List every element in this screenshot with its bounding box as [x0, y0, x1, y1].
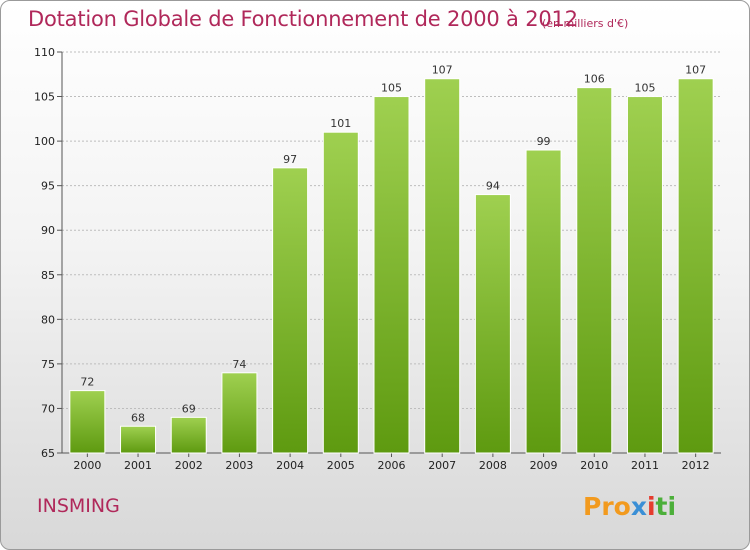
x-tick-label: 2004 [276, 459, 304, 472]
bar-2007 [424, 78, 461, 454]
x-tick-label: 2007 [428, 459, 456, 472]
value-label: 105 [381, 82, 402, 95]
y-tick-label: 105 [34, 91, 55, 104]
chart-unit: (en milliers d'€) [542, 17, 629, 30]
x-tick-label: 2000 [73, 459, 101, 472]
y-tick-label: 70 [41, 402, 55, 415]
proxiti-logo: Proxiti [583, 492, 677, 521]
bar-2006 [373, 96, 410, 454]
value-label: 72 [80, 376, 94, 389]
bar-2000 [69, 390, 106, 454]
bar-2009 [525, 149, 562, 454]
x-tick-label: 2009 [530, 459, 558, 472]
bar-2002 [170, 416, 207, 454]
labels-layer: 65 70 75 80 85 90 95 100 105 110 72 2000 68 2001 69 200… [34, 46, 710, 472]
x-tick-label: 2012 [682, 459, 710, 472]
x-tick-label: 2001 [124, 459, 152, 472]
y-tick-label: 95 [41, 180, 55, 193]
bar-2008 [474, 194, 511, 454]
value-label: 74 [232, 358, 246, 371]
x-tick-label: 2006 [378, 459, 406, 472]
chart-title: Dotation Globale de Fonctionnement de 20… [28, 7, 578, 31]
y-tick-label: 75 [41, 358, 55, 371]
y-tick-label: 100 [34, 135, 55, 148]
bar-2004 [272, 167, 309, 454]
bar-2011 [626, 96, 663, 454]
commune-name: INSMING [37, 495, 120, 517]
value-label: 101 [330, 117, 351, 130]
y-tick-label: 110 [34, 46, 55, 59]
x-tick-label: 2008 [479, 459, 507, 472]
value-label: 97 [283, 153, 297, 166]
value-label: 107 [685, 64, 706, 77]
bars-layer [69, 78, 714, 454]
value-label: 106 [584, 73, 605, 86]
bar-2010 [576, 87, 613, 454]
x-tick-label: 2002 [175, 459, 203, 472]
y-tick-label: 85 [41, 269, 55, 282]
value-label: 69 [182, 402, 196, 415]
value-label: 94 [486, 180, 500, 193]
x-tick-label: 2010 [580, 459, 608, 472]
value-label: 107 [432, 64, 453, 77]
x-tick-label: 2005 [327, 459, 355, 472]
bar-2001 [120, 425, 157, 454]
y-tick-label: 65 [41, 447, 55, 460]
x-tick-label: 2011 [631, 459, 659, 472]
x-tick-label: 2003 [225, 459, 253, 472]
value-label: 105 [634, 82, 655, 95]
y-tick-label: 80 [41, 313, 55, 326]
value-label: 99 [537, 135, 551, 148]
y-tick-label: 90 [41, 224, 55, 237]
value-label: 68 [131, 411, 145, 424]
bar-2012 [677, 78, 714, 454]
bar-2005 [322, 131, 359, 454]
bar-2003 [221, 372, 258, 454]
